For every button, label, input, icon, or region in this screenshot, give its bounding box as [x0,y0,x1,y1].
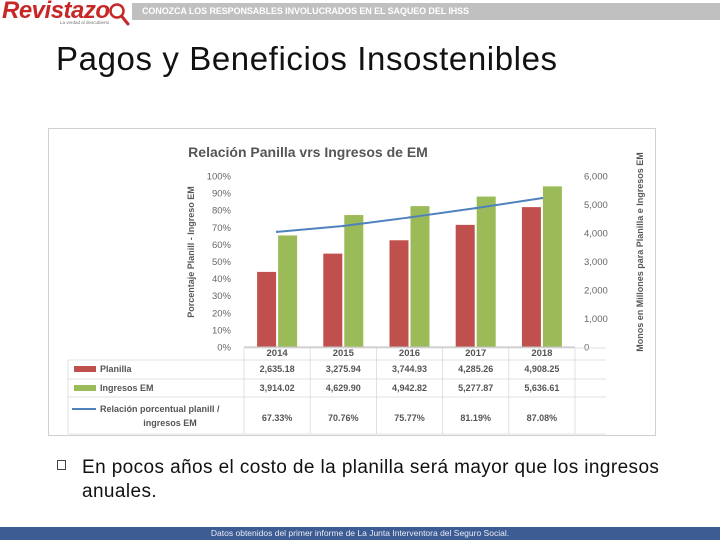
right-axis-label: Monos en Millones para Planilla e Ingres… [635,152,645,352]
slide-title: Pagos y Beneficios Insostenibles [56,40,558,77]
table-year-header: 2015 [333,348,355,359]
table-cell-ingresos: 5,636.61 [524,383,559,393]
chart-svg: Relación Panilla vrs Ingresos de EM Porc… [48,128,656,436]
bar-series [244,186,575,348]
right-tick-label: 1,000 [584,314,608,325]
legend-label-relacion-2: ingresos EM [143,418,197,428]
table-cell-ingresos: 4,629.90 [326,383,361,393]
right-tick-label: 4,000 [584,229,608,240]
table-cell-planilla: 3,744.93 [392,364,427,374]
chart-container: Relación Panilla vrs Ingresos de EM Porc… [48,128,656,436]
footer-text: Datos obtenidos del primer informe de La… [210,528,510,538]
bar-ingresos [344,215,364,347]
table-cell-relacion: 87.08% [527,413,558,423]
table-cell-relacion: 67.33% [262,413,293,423]
logo-text: Revistazo [2,0,110,24]
table-cell-planilla: 2,635.18 [260,364,295,374]
bar-ingresos [476,196,496,347]
table-cell-ingresos: 4,942.82 [392,383,427,393]
legend-label-planilla: Planilla [100,364,133,374]
left-tick-label: 90% [212,189,232,200]
left-tick-label: 20% [212,308,232,319]
footer-bar: Datos obtenidos del primer informe de La… [0,527,720,540]
data-table: 2014 2015 2016 2017 2018 Planilla 2,635.18 3,27… [67,347,606,435]
left-tick-label: 0% [217,343,231,354]
bullet-box-icon [57,460,66,470]
bar-planilla [389,240,409,347]
table-cell-planilla: 4,908.25 [524,364,559,374]
table-year-header: 2014 [267,348,289,359]
line-point [474,206,477,210]
table-cell-planilla: 3,275.94 [326,364,361,374]
bar-ingresos [410,206,430,347]
left-tick-label: 100% [207,172,232,183]
bar-planilla [455,224,475,347]
table-cell-planilla: 4,285.26 [458,364,493,374]
left-tick-label: 60% [212,240,232,251]
table-cell-relacion: 81.19% [460,413,491,423]
legend-swatch-planilla [74,366,96,372]
legend-swatch-ingresos [74,385,96,391]
banner-text: CONOZCA LOS RESPONSABLES INVOLUCRADOS EN… [142,6,469,16]
bullet-text: En pocos años el costo de la planilla se… [82,457,660,502]
top-bar: Revistazo La verdad al descubierto CONOZ… [0,0,720,30]
left-tick-label: 50% [212,257,232,268]
table-year-header: 2017 [465,348,486,359]
table-cell-ingresos: 5,277.87 [458,383,493,393]
line-point [408,216,411,219]
line-point [342,224,345,228]
left-tick-label: 80% [212,206,232,217]
revistazo-logo[interactable]: Revistazo La verdad al descubierto [2,0,134,30]
right-tick-label: 2,000 [584,286,608,297]
line-point [275,230,279,234]
right-tick-label: 6,000 [584,172,608,183]
header-banner: CONOZCA LOS RESPONSABLES INVOLUCRADOS EN… [132,3,720,20]
bar-ingresos [278,235,298,347]
left-tick-label: 30% [212,291,232,302]
line-series [275,196,544,234]
table-cell-ingresos: 3,914.02 [260,383,295,393]
left-axis-label: Porcentaje Planill - Ingreso EM [186,186,196,318]
left-tick-label: 10% [212,325,232,336]
line-point [540,196,544,200]
bar-planilla [257,271,277,347]
table-year-header: 2016 [399,348,420,359]
table-cell-relacion: 70.76% [328,413,359,423]
legend-label-ingresos: Ingresos EM [100,383,154,393]
magnifier-icon [109,3,130,26]
table-cell-relacion: 75.77% [394,413,425,423]
right-tick-label: 5,000 [584,200,608,211]
right-tick-label: 3,000 [584,257,608,268]
logo-tagline: La verdad al descubierto [60,20,110,25]
bar-planilla [323,253,343,347]
bar-planilla [521,207,541,347]
table-year-header: 2018 [531,348,552,359]
left-tick-label: 40% [212,274,232,285]
left-axis-ticks: 0% 10% 20% 30% 40% 50% 60% 70% 80% 90% 100% [207,172,232,354]
bar-ingresos [542,186,562,347]
left-tick-label: 70% [212,223,232,234]
legend-label-relacion: Relación porcentual planill / [100,404,220,414]
chart-title: Relación Panilla vrs Ingresos de EM [188,144,428,160]
